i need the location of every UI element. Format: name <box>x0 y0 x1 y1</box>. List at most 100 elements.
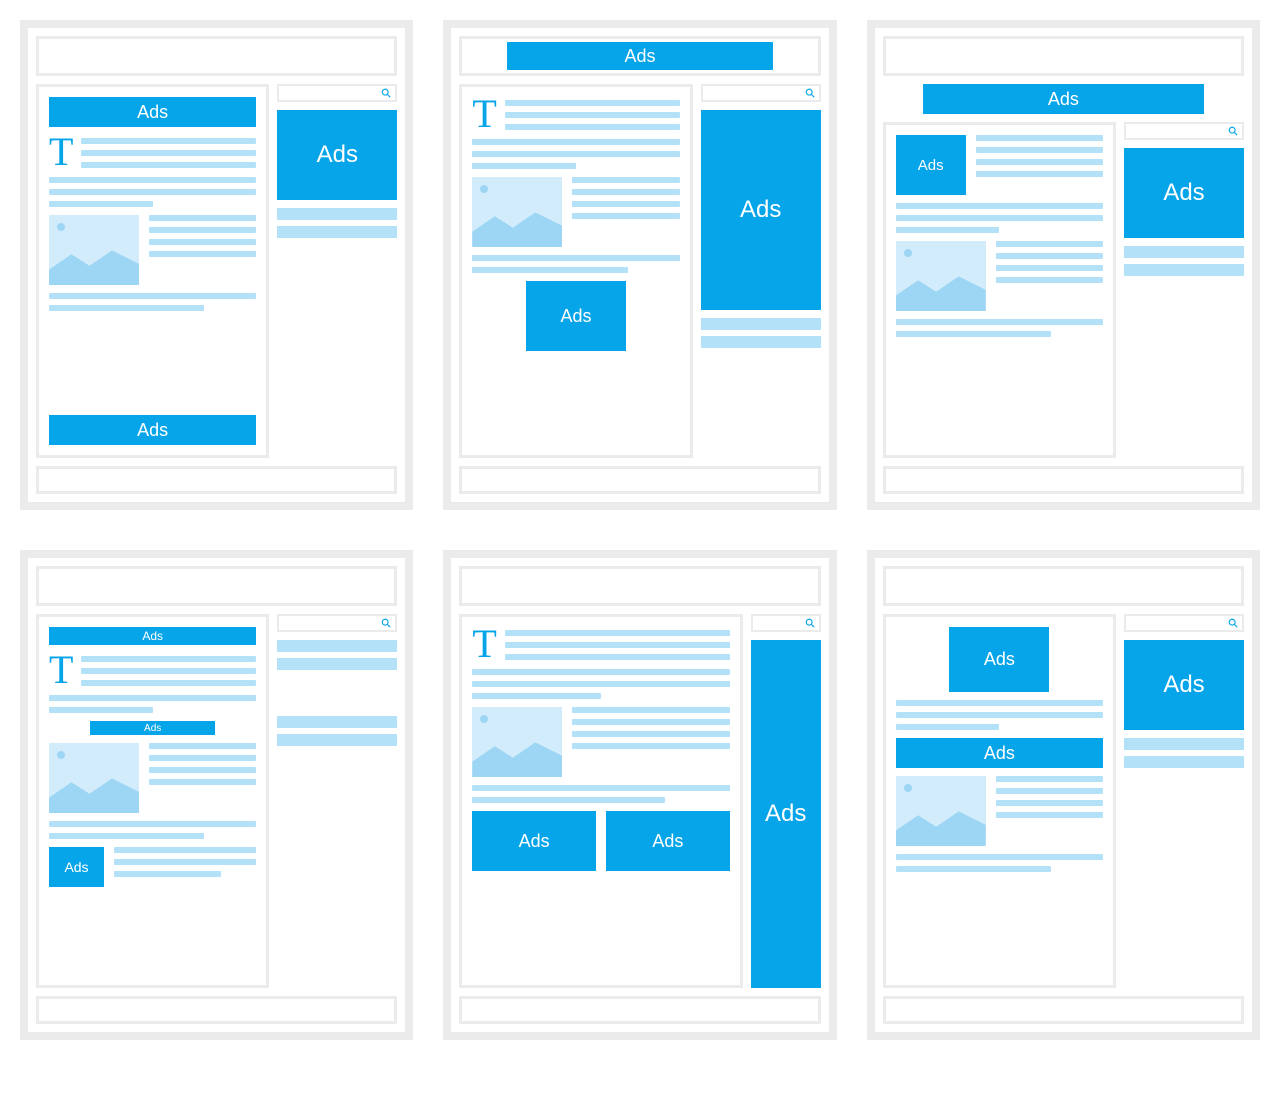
text-line <box>505 642 730 648</box>
text-line <box>472 669 729 675</box>
text-line <box>505 654 730 660</box>
text-line <box>49 707 153 713</box>
footer-bar <box>36 466 397 494</box>
footer-bar <box>459 466 820 494</box>
paragraph <box>896 700 1103 730</box>
text-line <box>896 712 1103 718</box>
ad-main-center-square: Ads <box>526 281 626 351</box>
search-box[interactable] <box>277 614 397 632</box>
text-line <box>114 859 256 865</box>
text-line <box>996 776 1103 782</box>
sidebar-line <box>277 734 397 746</box>
article-intro: T <box>49 653 256 687</box>
text-line <box>572 719 729 725</box>
search-icon <box>805 618 815 628</box>
paragraph <box>49 821 256 839</box>
paragraph <box>49 177 256 207</box>
ad-main-mid-micro: Ads <box>90 721 214 735</box>
main-column: T <box>459 84 692 458</box>
sidebar-line <box>1124 246 1244 258</box>
text-line <box>976 171 1103 177</box>
text-line <box>896 854 1103 860</box>
header-bar <box>459 566 820 606</box>
text-line <box>81 162 256 168</box>
text-line <box>472 267 627 273</box>
main-column: Ads Ads <box>883 614 1116 988</box>
text-line <box>114 847 256 853</box>
ad-sidebar-square: Ads <box>1124 148 1244 238</box>
search-box[interactable] <box>1124 614 1244 632</box>
text-line <box>149 227 256 233</box>
text-line <box>149 767 256 773</box>
ad-sidebar-full: Ads <box>751 640 821 988</box>
text-line <box>572 731 729 737</box>
text-line <box>896 724 1000 730</box>
text-line <box>996 788 1103 794</box>
inline-ad-paragraph: Ads <box>896 135 1103 195</box>
text-line <box>976 147 1103 153</box>
text-line <box>896 227 1000 233</box>
text-line <box>996 812 1103 818</box>
text-line <box>149 743 256 749</box>
layout-body: Ads <box>883 122 1244 458</box>
search-icon <box>1228 126 1238 136</box>
main-column: Ads T <box>36 84 269 458</box>
sidebar-widget <box>701 318 821 348</box>
search-box[interactable] <box>277 84 397 102</box>
text-line <box>896 866 1052 872</box>
layout-6: Ads Ads <box>867 550 1260 1040</box>
image-placeholder <box>49 215 139 285</box>
text-line <box>49 305 204 311</box>
search-icon <box>805 88 815 98</box>
text-line <box>472 693 601 699</box>
search-box[interactable] <box>701 84 821 102</box>
text-line <box>472 681 729 687</box>
text-line <box>114 871 221 877</box>
ad-main-bottom-small: Ads <box>49 847 104 887</box>
sidebar-widget <box>277 640 397 670</box>
image-placeholder <box>472 707 562 777</box>
search-icon <box>1228 618 1238 628</box>
text-line <box>49 189 256 195</box>
image-paragraph <box>472 177 679 247</box>
text-line <box>472 785 729 791</box>
text-line <box>572 707 729 713</box>
main-column: Ads T Ads <box>36 614 269 988</box>
sidebar-line <box>701 318 821 330</box>
search-box[interactable] <box>751 614 821 632</box>
text-line <box>81 680 256 686</box>
dropcap: T <box>49 135 73 169</box>
text-line <box>149 239 256 245</box>
sidebar-line <box>277 208 397 220</box>
text-line <box>49 821 256 827</box>
ad-sidebar-square: Ads <box>1124 640 1244 730</box>
header-bar <box>883 566 1244 606</box>
search-box[interactable] <box>1124 122 1244 140</box>
text-line <box>572 743 729 749</box>
ad-main-bottom-pair-left: Ads <box>472 811 596 871</box>
text-line <box>472 255 679 261</box>
footer-bar <box>459 996 820 1024</box>
sidebar: Ads <box>1124 614 1244 988</box>
sidebar-widget <box>1124 246 1244 276</box>
ad-top-wide-banner: Ads <box>507 42 773 70</box>
article-intro: T <box>49 135 256 169</box>
image-placeholder <box>896 241 986 311</box>
image-paragraph <box>896 776 1103 846</box>
sidebar: Ads <box>701 84 821 458</box>
text-line <box>149 215 256 221</box>
ad-center-wrap: Ads <box>472 281 679 351</box>
inline-ad-paragraph: Ads <box>49 847 256 887</box>
text-line <box>505 124 680 130</box>
sidebar-line <box>1124 264 1244 276</box>
ad-center-wrap: Ads <box>896 627 1103 692</box>
text-line <box>996 265 1103 271</box>
text-line <box>49 177 256 183</box>
search-icon <box>381 618 391 628</box>
image-paragraph <box>49 743 256 813</box>
text-line <box>896 319 1103 325</box>
layout-body: T <box>459 84 820 458</box>
layout-1: Ads T <box>20 20 413 510</box>
text-line <box>572 189 679 195</box>
sidebar-line <box>277 658 397 670</box>
